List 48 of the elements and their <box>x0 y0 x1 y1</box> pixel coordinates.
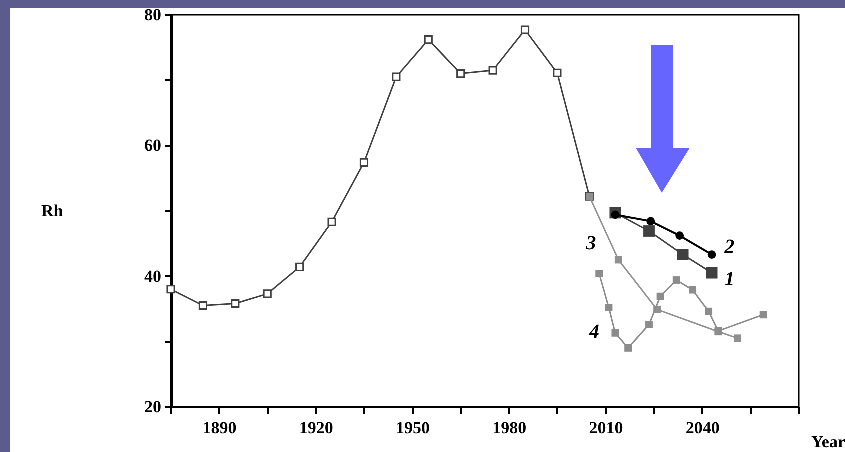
point <box>689 286 696 294</box>
point <box>198 301 208 310</box>
point <box>296 262 304 272</box>
series-label: 1 <box>724 268 735 291</box>
series-label: 4 <box>588 320 600 343</box>
x-tick-label: 1980 <box>492 418 527 438</box>
point <box>596 270 604 278</box>
point <box>553 68 562 78</box>
x-tick-label: 1920 <box>299 418 334 438</box>
y-axis-title: Rh <box>42 202 64 220</box>
point <box>231 299 240 308</box>
point <box>644 226 655 237</box>
point <box>614 256 622 264</box>
point <box>392 72 401 82</box>
x-tick-label: 2010 <box>589 418 624 438</box>
point <box>760 311 768 319</box>
point <box>263 290 272 298</box>
point <box>672 276 680 284</box>
series-label: 2 <box>724 236 735 258</box>
point <box>677 249 689 260</box>
y-tick-label: 40 <box>144 266 162 286</box>
x-tick-label: 1950 <box>396 418 430 438</box>
series-label: 3 <box>585 232 596 255</box>
y-tick-label: 60 <box>144 136 162 156</box>
point <box>488 66 498 75</box>
point <box>676 232 684 240</box>
point <box>456 70 466 78</box>
x-tick-label: 2040 <box>686 418 720 438</box>
point <box>612 329 620 337</box>
point <box>646 320 653 328</box>
point <box>611 210 620 220</box>
x-tick-label: 1890 <box>202 418 237 438</box>
point <box>520 26 530 34</box>
point <box>706 267 718 279</box>
point <box>605 304 613 312</box>
point <box>656 292 664 300</box>
point <box>646 217 656 226</box>
point <box>424 36 433 44</box>
y-tick-label: 80 <box>144 6 162 24</box>
point <box>360 158 369 167</box>
point <box>328 218 336 226</box>
y-tick-label: 20 <box>144 398 162 416</box>
point <box>708 250 716 259</box>
point <box>705 308 713 316</box>
x-axis-title: Year <box>812 432 845 452</box>
point <box>166 285 176 294</box>
point <box>624 344 632 352</box>
point <box>734 334 742 342</box>
